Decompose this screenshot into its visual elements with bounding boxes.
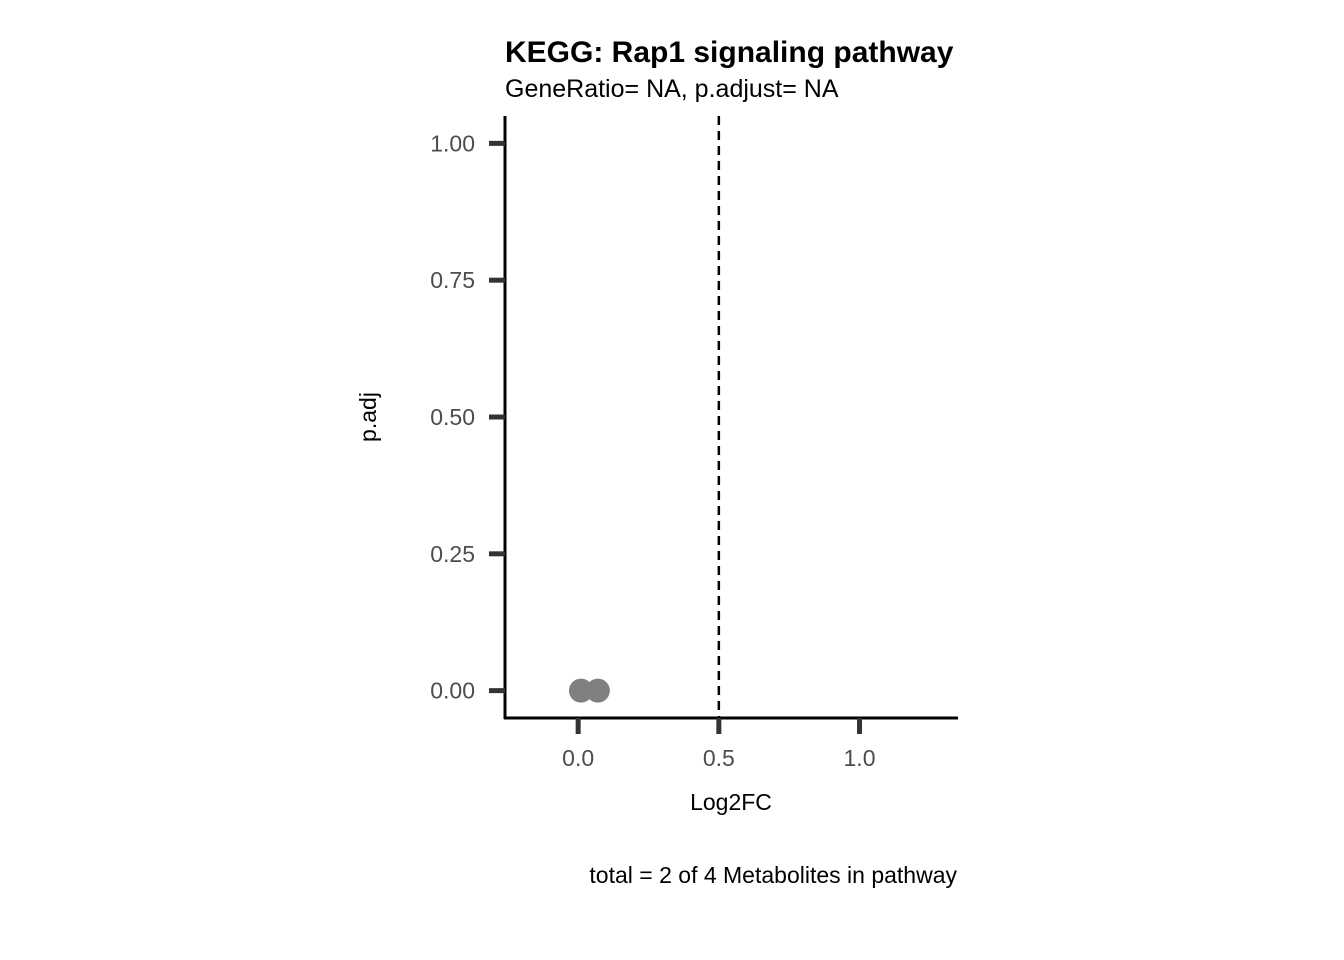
chart-subtitle: GeneRatio= NA, p.adjust= NA <box>505 75 839 103</box>
x-axis-title: Log2FC <box>690 789 772 815</box>
data-points <box>568 678 610 703</box>
y-tick-label: 0.00 <box>430 678 475 704</box>
y-axis-title: p.adj <box>355 392 381 442</box>
y-tick-label: 0.25 <box>430 541 475 567</box>
data-point <box>568 678 593 703</box>
y-tick-label: 1.00 <box>430 130 475 156</box>
data-point <box>585 678 610 703</box>
y-axis-ticks: 0.00 0.25 0.50 0.75 1.00 <box>430 130 505 704</box>
x-tick-label: 0.5 <box>703 745 735 771</box>
y-tick-label: 0.50 <box>430 404 475 430</box>
y-tick-label: 0.75 <box>430 267 475 293</box>
chart-caption: total = 2 of 4 Metabolites in pathway <box>589 862 957 888</box>
x-tick-label: 0.0 <box>562 745 594 771</box>
x-tick-label: 1.0 <box>844 745 876 771</box>
x-axis-ticks: 0.0 0.5 1.0 <box>562 718 876 771</box>
chart-title: KEGG: Rap1 signaling pathway <box>505 36 954 69</box>
